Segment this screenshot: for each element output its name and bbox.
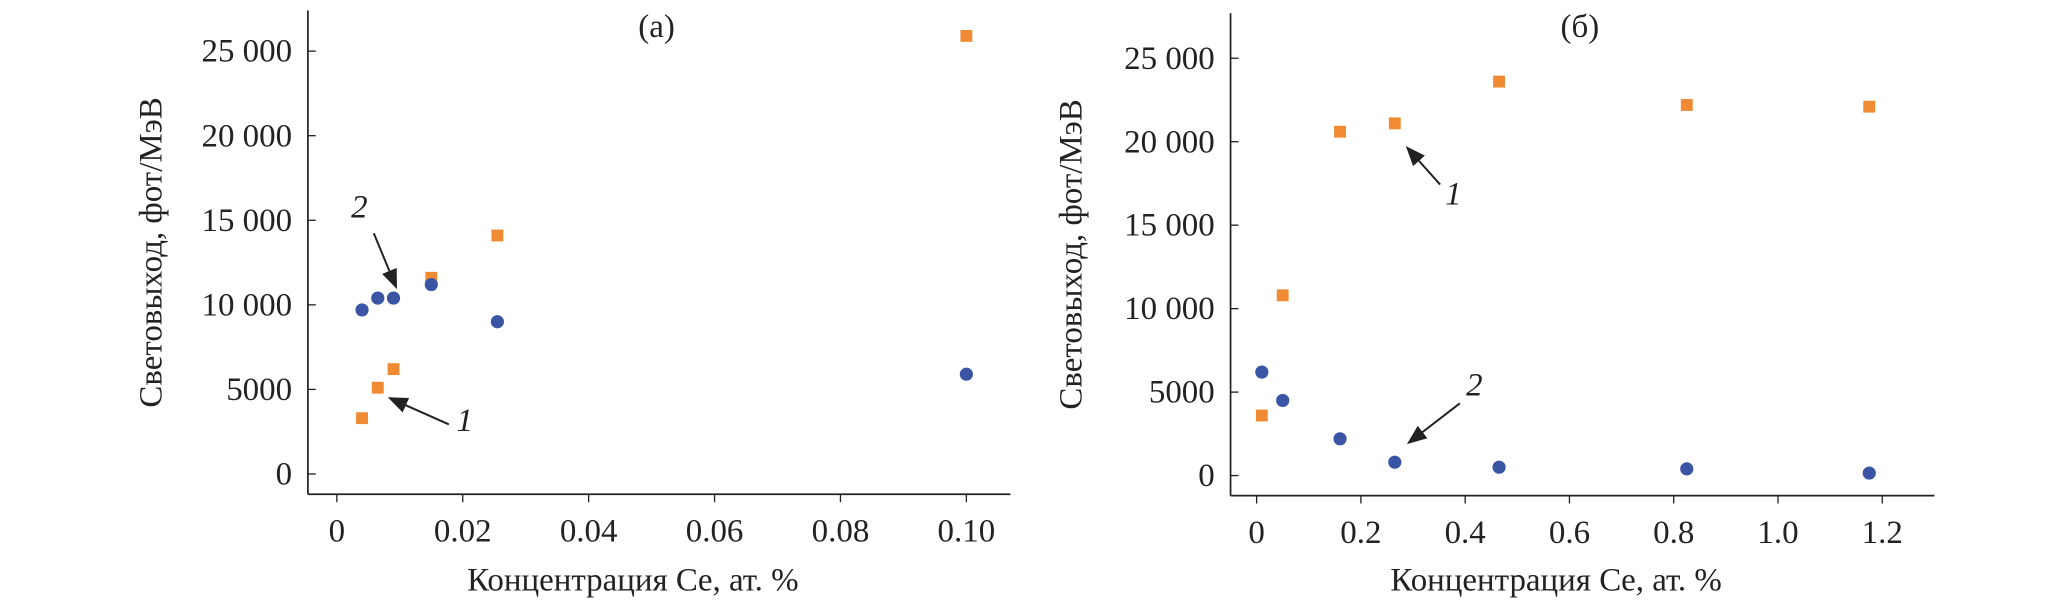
x-tick-label: 0 [1248, 515, 1264, 551]
x-tick-label: 0.4 [1445, 515, 1486, 551]
chart-title: (б) [1560, 9, 1599, 45]
x-tick-label: 0.2 [1340, 515, 1381, 551]
arrow [1406, 402, 1461, 445]
series-annotation: 1 [457, 403, 473, 439]
y-tick-label: 10 000 [202, 287, 293, 323]
x-tick-label: 0 [329, 514, 345, 550]
x-tick-label: 1.0 [1757, 515, 1798, 551]
y-tick-label: 0 [1198, 458, 1214, 494]
y-tick-label: 20 000 [1124, 124, 1215, 160]
y-tick-label: 25 000 [202, 34, 293, 70]
arrow [387, 397, 450, 426]
series-annotation: 2 [351, 189, 367, 225]
point [425, 271, 438, 284]
x-tick-label: 0.08 [812, 514, 870, 550]
point [959, 367, 973, 381]
point [1863, 100, 1876, 113]
series-annotation: 1 [1445, 176, 1461, 212]
x-axis-label: Концентрация Ce, ат. % [467, 563, 798, 599]
y-tick-label: 20 000 [202, 118, 293, 154]
y-tick-label: 0 [276, 457, 292, 493]
point [1388, 455, 1402, 469]
y-tick-label: 5000 [1149, 375, 1215, 411]
series-annotation: 2 [1466, 367, 1482, 403]
point [371, 291, 385, 305]
x-tick-label: 1.2 [1862, 515, 1903, 551]
x-tick-label: 0.6 [1549, 515, 1590, 551]
arrow [372, 232, 398, 290]
point [1333, 432, 1347, 446]
y-axis-label: Световыход, фот/МэВ [1054, 99, 1090, 409]
point [490, 315, 504, 329]
x-tick-label: 0.06 [686, 514, 744, 550]
point [355, 303, 369, 317]
point [371, 381, 384, 394]
point [1334, 125, 1346, 138]
x-tick-label: 0.02 [434, 514, 492, 550]
point [1255, 409, 1268, 422]
point [960, 29, 973, 42]
point [1276, 289, 1289, 302]
point [491, 229, 504, 242]
y-tick-label: 15 000 [202, 203, 293, 239]
x-tick-label: 0.8 [1653, 515, 1694, 551]
x-axis-label: Концентрация Ce, ат. % [1390, 563, 1721, 599]
point [1492, 460, 1506, 474]
y-tick-label: 25 000 [1124, 41, 1215, 77]
y-tick-label: 15 000 [1124, 208, 1215, 244]
point [424, 277, 438, 292]
point [387, 363, 400, 376]
point [1276, 393, 1290, 408]
chart-title: (a) [638, 9, 675, 45]
y-axis-label: Световыход, фот/МэВ [134, 97, 170, 407]
x-tick-label: 0.04 [560, 514, 618, 550]
point [386, 291, 401, 305]
point [1388, 117, 1401, 130]
point [1680, 462, 1694, 476]
y-tick-label: 10 000 [1124, 291, 1215, 327]
point [356, 412, 368, 425]
point [1255, 365, 1269, 379]
point [1493, 75, 1505, 88]
point [1680, 99, 1693, 111]
point [1862, 466, 1876, 480]
arrow [1405, 146, 1441, 186]
x-tick-label: 0.10 [938, 514, 996, 550]
y-tick-label: 5000 [226, 372, 292, 408]
